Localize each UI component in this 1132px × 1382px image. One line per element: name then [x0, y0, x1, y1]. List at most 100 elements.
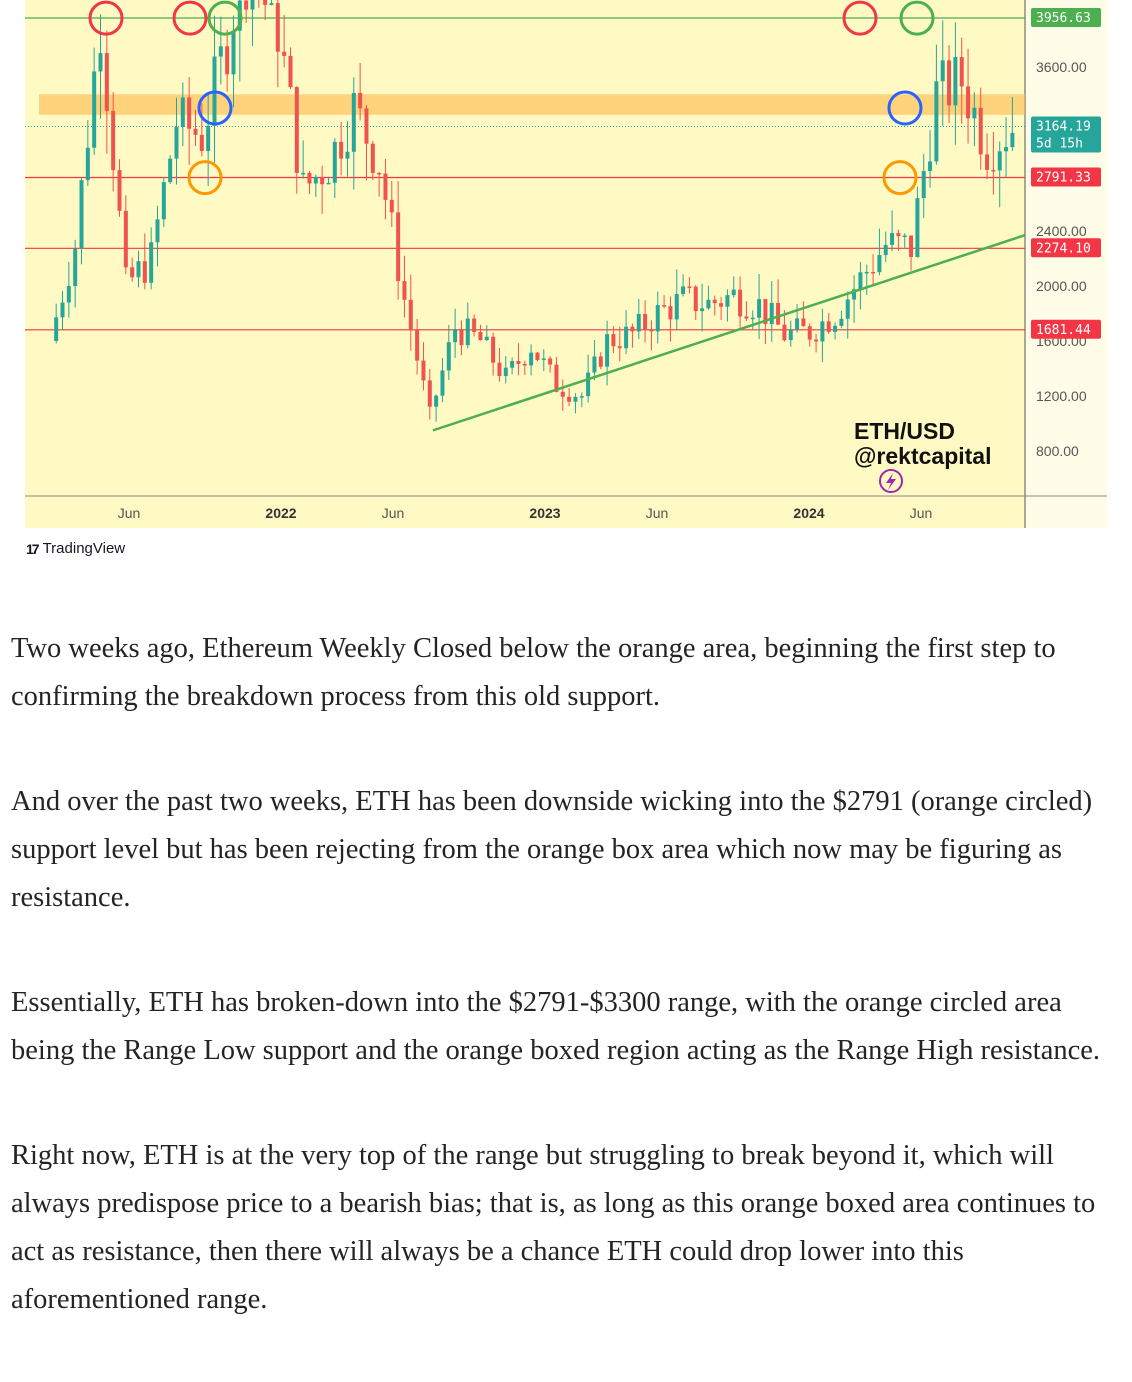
candle-body: [529, 352, 534, 366]
candle-body: [617, 346, 622, 349]
candle-body: [345, 151, 350, 159]
candle-body: [681, 286, 686, 295]
candle-body: [313, 176, 318, 184]
candle-body: [497, 362, 502, 377]
trendline-group: [432, 233, 1026, 432]
candle-body: [364, 108, 369, 144]
candle-body: [79, 180, 84, 249]
annotation-circle-4: [187, 160, 223, 196]
candle-body: [706, 299, 711, 309]
candle-body: [643, 313, 648, 330]
candle-body: [370, 143, 375, 173]
y-tick-label-4: 1200.00: [1036, 388, 1087, 404]
candle-body: [852, 289, 857, 300]
candle-body: [883, 244, 888, 256]
candle-body: [763, 299, 768, 325]
candle-body: [421, 360, 426, 381]
annotation-circles: [88, 0, 935, 196]
tradingview-logo[interactable]: 17 TradingView: [26, 540, 125, 557]
candle-body: [389, 199, 394, 213]
candle-body: [579, 396, 584, 398]
candle-body: [199, 134, 204, 151]
candle-body: [54, 317, 59, 341]
x-tick-label-0: Jun: [118, 505, 141, 521]
candles: [54, 0, 1015, 422]
candle-body: [446, 342, 451, 371]
candle-body: [503, 367, 508, 377]
paragraph-1: Two weeks ago, Ethereum Weekly Closed be…: [11, 633, 1056, 712]
price-axis-background: [1025, 0, 1107, 528]
candle-body: [472, 318, 477, 333]
annotation-circle-1: [172, 0, 208, 36]
candle-body: [712, 299, 717, 304]
candle-body: [605, 334, 610, 367]
article-body: Two weeks ago, Ethereum Weekly Closed be…: [11, 625, 1116, 1381]
candle-body: [478, 332, 483, 341]
candle-body: [864, 271, 869, 274]
x-tick-label-4: Jun: [646, 505, 669, 521]
price-tag-bg-0: [1031, 8, 1101, 27]
candle-body: [592, 356, 597, 373]
candle-body: [358, 92, 363, 109]
annotation-circle-8: [882, 160, 918, 196]
candle-body: [111, 110, 116, 171]
candle-body: [769, 302, 774, 325]
candle-body: [921, 171, 926, 199]
price-tags: 3956.63 3164.19 5d 15h 2791.33 2274.10 1681.4…: [1031, 8, 1101, 339]
candle-body: [130, 267, 135, 278]
candle-body: [744, 316, 749, 319]
paragraph-2: And over the past two weeks, ETH has bee…: [11, 786, 1093, 913]
candle-body: [269, 3, 274, 5]
candle-body: [636, 313, 641, 332]
candle-body: [225, 46, 230, 75]
candle-body: [85, 147, 90, 181]
candle-body: [687, 286, 692, 288]
price-tag-bg-2: [1031, 167, 1101, 187]
candle-body: [339, 141, 344, 159]
candle-body: [782, 324, 787, 341]
candle-body: [725, 295, 730, 307]
candle-body: [326, 182, 331, 185]
candle-body: [459, 329, 464, 346]
candle-body: [453, 329, 458, 343]
y-tick-label-5: 800.00: [1036, 443, 1079, 459]
candle-body: [149, 242, 154, 283]
candle-body: [567, 396, 572, 402]
candle-body: [719, 303, 724, 307]
candle-body: [332, 141, 337, 183]
candle-body: [985, 154, 990, 170]
candle-body: [155, 219, 160, 243]
candle-body: [510, 361, 515, 368]
candle-body: [434, 395, 439, 407]
horizontal-levels: [25, 17, 1025, 331]
candle-body: [1004, 147, 1009, 152]
candle-body: [98, 53, 103, 72]
lightning-icon: [879, 469, 903, 493]
candle-body: [757, 299, 762, 318]
candle-body: [693, 286, 698, 312]
price-tag-label-3: 2274.10: [1036, 241, 1091, 256]
eth-weekly-chart[interactable]: 3600.002400.002000.001600.001200.00800.0…: [0, 0, 1132, 570]
candle-body: [966, 86, 971, 119]
candle-body: [630, 326, 635, 332]
candle-body: [649, 329, 654, 332]
candle-body: [890, 233, 895, 245]
candle-body: [282, 51, 287, 56]
tradingview-mark-icon: 17: [26, 540, 40, 557]
candle-body: [896, 233, 901, 237]
x-tick-label-3: 2023: [529, 505, 560, 521]
orange-resistance-box: [39, 94, 1025, 115]
candle-body: [73, 248, 78, 287]
orange-box-rect: [39, 94, 1025, 115]
price-tag-bg-4: [1031, 319, 1101, 339]
candle-body: [700, 308, 705, 312]
candle-body: [871, 271, 876, 274]
candle-body: [301, 172, 306, 175]
y-tick-label-1: 2400.00: [1036, 223, 1087, 239]
candle-body: [491, 336, 496, 363]
candle-body: [104, 53, 109, 111]
paragraph-3: Essentially, ETH has broken-down into th…: [11, 987, 1101, 1066]
candle-body: [377, 172, 382, 175]
candle-body: [440, 370, 445, 396]
candle-body: [586, 372, 591, 397]
